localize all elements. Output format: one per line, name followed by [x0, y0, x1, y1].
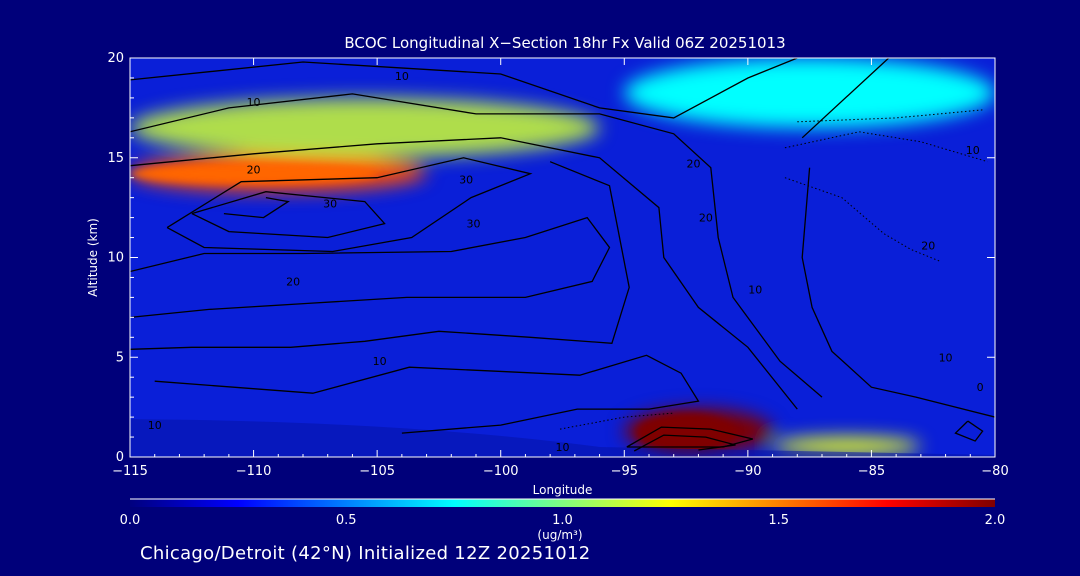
contour-label: 30 — [323, 198, 337, 211]
y-axis: 0 5 10 15 20 Altitude (km) — [86, 51, 995, 465]
contour-label: 10 — [247, 96, 261, 109]
y-tick-label: 10 — [107, 251, 124, 266]
field-cores — [130, 163, 736, 454]
colorbar-units: (ug/m³) — [537, 528, 583, 542]
contour-line — [154, 354, 700, 434]
y-tick-label: 20 — [107, 51, 124, 66]
colorbar-tick-label: 0.0 — [120, 513, 141, 528]
contour-line — [626, 426, 753, 448]
y-tick-label: 5 — [116, 350, 124, 365]
contour-line — [954, 420, 984, 442]
surface-shading — [130, 419, 995, 457]
contour-lines — [130, 58, 995, 452]
contour-line — [633, 434, 736, 452]
concentration-blob — [130, 97, 600, 158]
x-tick-label: −85 — [858, 464, 885, 479]
x-tick-label: −95 — [611, 464, 638, 479]
contour-label: 0 — [977, 381, 984, 394]
y-tick-label: 0 — [116, 450, 124, 465]
contour-label: 10 — [748, 283, 762, 296]
contour-line — [166, 157, 533, 253]
contour-line — [801, 58, 941, 139]
contour-line — [223, 196, 290, 219]
colorbar-tick-label: 0.5 — [336, 513, 357, 528]
concentration-field — [130, 58, 995, 457]
contour-label: 30 — [459, 174, 473, 187]
contour-labels: 10 10 20 30 30 20 10 30 20 20 20 10 10 10 10 10 0 — [148, 70, 984, 454]
contour-label: 10 — [966, 144, 980, 157]
x-tick-label: −90 — [734, 464, 761, 479]
contour-label: 30 — [467, 218, 481, 231]
surface-plume-core — [636, 413, 736, 454]
contour-label: 20 — [921, 240, 935, 253]
x-axis-label: Longitude — [533, 483, 593, 497]
chart-title: BCOC Longitudinal X−Section 18hr Fx Vali… — [344, 34, 786, 52]
upper-band-core — [130, 163, 378, 184]
contour-line-dotted — [784, 177, 941, 262]
x-axis: −115 −110 −105 −100 −95 −90 −85 −80 Longitude — [112, 58, 1009, 497]
colorbar-tick-label: 2.0 — [985, 513, 1006, 528]
contour-label: 10 — [395, 70, 409, 83]
colorbar-tick-label: 1.0 — [552, 513, 573, 528]
contour-line — [801, 167, 995, 418]
contour-label: 10 — [556, 441, 570, 454]
x-tick-label: −100 — [483, 464, 519, 479]
x-tick-label: −80 — [981, 464, 1008, 479]
contour-line — [130, 137, 798, 410]
concentration-blob — [624, 58, 995, 128]
contour-label: 20 — [247, 164, 261, 177]
x-tick-label: −115 — [112, 464, 148, 479]
colorbar-gradient — [130, 499, 995, 507]
x-tick-label: −110 — [236, 464, 272, 479]
contour-line — [130, 161, 630, 350]
contour-label: 20 — [686, 158, 700, 171]
contour-label: 10 — [939, 351, 953, 364]
contour-line-dotted — [559, 412, 674, 430]
concentration-blob — [772, 437, 921, 456]
contour-label: 10 — [148, 419, 162, 432]
contour-label: 20 — [699, 212, 713, 225]
contour-line — [130, 216, 611, 319]
contour-line — [191, 191, 386, 239]
contour-line-dotted — [797, 109, 983, 123]
contour-line — [130, 93, 823, 398]
contour-label: 20 — [286, 275, 300, 288]
colorbar-tick-label: 1.5 — [768, 513, 789, 528]
colorbar: 0.0 0.5 1.0 1.5 2.0 — [120, 498, 1006, 528]
contour-label: 10 — [373, 355, 387, 368]
x-tick-label: −105 — [359, 464, 395, 479]
contour-line-dotted — [784, 131, 988, 163]
y-tick-label: 15 — [107, 151, 124, 166]
contour-line — [130, 58, 798, 119]
y-axis-label: Altitude (km) — [86, 218, 100, 297]
footer-caption: Chicago/Detroit (42°N) Initialized 12Z 2… — [140, 543, 591, 564]
